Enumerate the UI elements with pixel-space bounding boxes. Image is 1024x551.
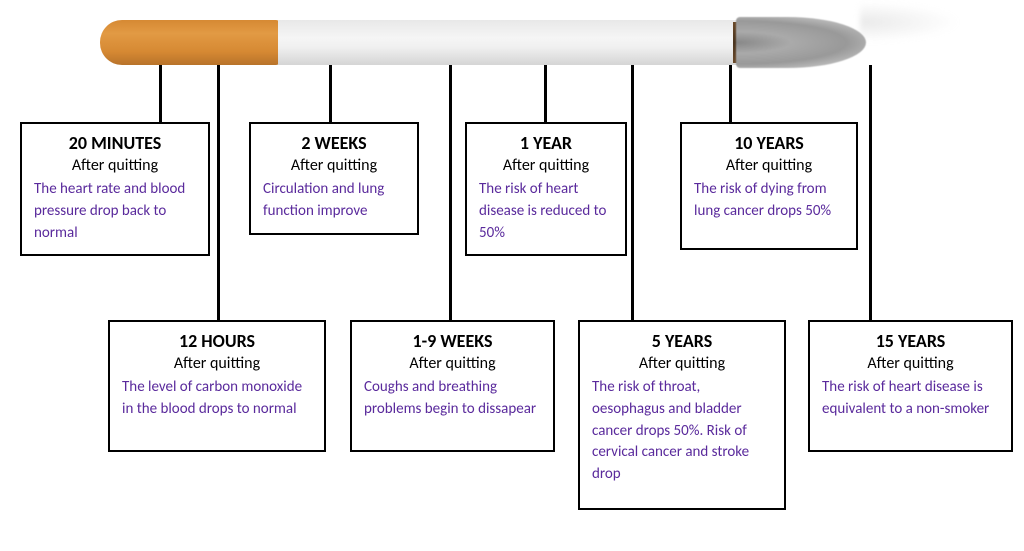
milestone-period: 20 MINUTES	[34, 132, 196, 154]
milestone-period: 12 HOURS	[122, 330, 312, 352]
milestone-desc: The level of carbon monoxide in the bloo…	[122, 377, 312, 421]
connector-2wk	[329, 65, 332, 122]
milestone-desc: Coughs and breathing problems begin to d…	[364, 377, 541, 421]
milestone-after-label: After quitting	[479, 156, 613, 175]
cigarette-paper	[278, 20, 738, 65]
milestone-box-20min: 20 MINUTES After quitting The heart rate a…	[20, 122, 210, 256]
milestone-period: 1 YEAR	[479, 132, 613, 154]
smoke	[860, 2, 960, 42]
milestone-period: 2 WEEKS	[263, 132, 405, 154]
connector-1yr	[544, 65, 547, 122]
connector-1-9wk	[449, 65, 452, 320]
milestone-box-12hr: 12 HOURS After quitting The level of carbo…	[108, 320, 326, 452]
cigarette-ash	[736, 17, 866, 68]
milestone-after-label: After quitting	[694, 156, 844, 175]
milestone-period: 10 YEARS	[694, 132, 844, 154]
milestone-box-5yr: 5 YEARS After quitting The risk of throat,…	[578, 320, 786, 510]
milestone-desc: Circulation and lung function improve	[263, 179, 405, 223]
milestone-after-label: After quitting	[263, 156, 405, 175]
milestone-after-label: After quitting	[34, 156, 196, 175]
milestone-desc: The risk of throat, oesophagus and bladd…	[592, 377, 772, 486]
cigarette-graphic	[100, 20, 860, 65]
milestone-after-label: After quitting	[592, 354, 772, 373]
connector-12hr	[217, 65, 220, 320]
connector-20min	[159, 65, 162, 122]
milestone-after-label: After quitting	[364, 354, 541, 373]
milestone-period: 1-9 WEEKS	[364, 330, 541, 352]
cigarette-filter	[100, 20, 280, 65]
milestone-desc: The risk of heart disease is equivalent …	[822, 377, 999, 421]
connector-5yr	[631, 65, 634, 320]
milestone-period: 15 YEARS	[822, 330, 999, 352]
milestone-box-10yr: 10 YEARS After quitting The risk of dying …	[680, 122, 858, 250]
milestone-after-label: After quitting	[122, 354, 312, 373]
milestone-box-15yr: 15 YEARS After quitting The risk of heart …	[808, 320, 1013, 452]
milestone-after-label: After quitting	[822, 354, 999, 373]
milestone-box-1-9wk: 1-9 WEEKS After quitting Coughs and breath…	[350, 320, 555, 452]
milestone-desc: The risk of heart disease is reduced to …	[479, 179, 613, 244]
milestone-period: 5 YEARS	[592, 330, 772, 352]
milestone-desc: The heart rate and blood pressure drop b…	[34, 179, 196, 244]
milestone-desc: The risk of dying from lung cancer drops…	[694, 179, 844, 223]
milestone-box-1yr: 1 YEAR After quitting The risk of heart di…	[465, 122, 627, 256]
milestone-box-2wk: 2 WEEKS After quitting Circulation and lun…	[249, 122, 419, 235]
connector-15yr	[869, 65, 872, 320]
connector-10yr	[729, 65, 732, 122]
